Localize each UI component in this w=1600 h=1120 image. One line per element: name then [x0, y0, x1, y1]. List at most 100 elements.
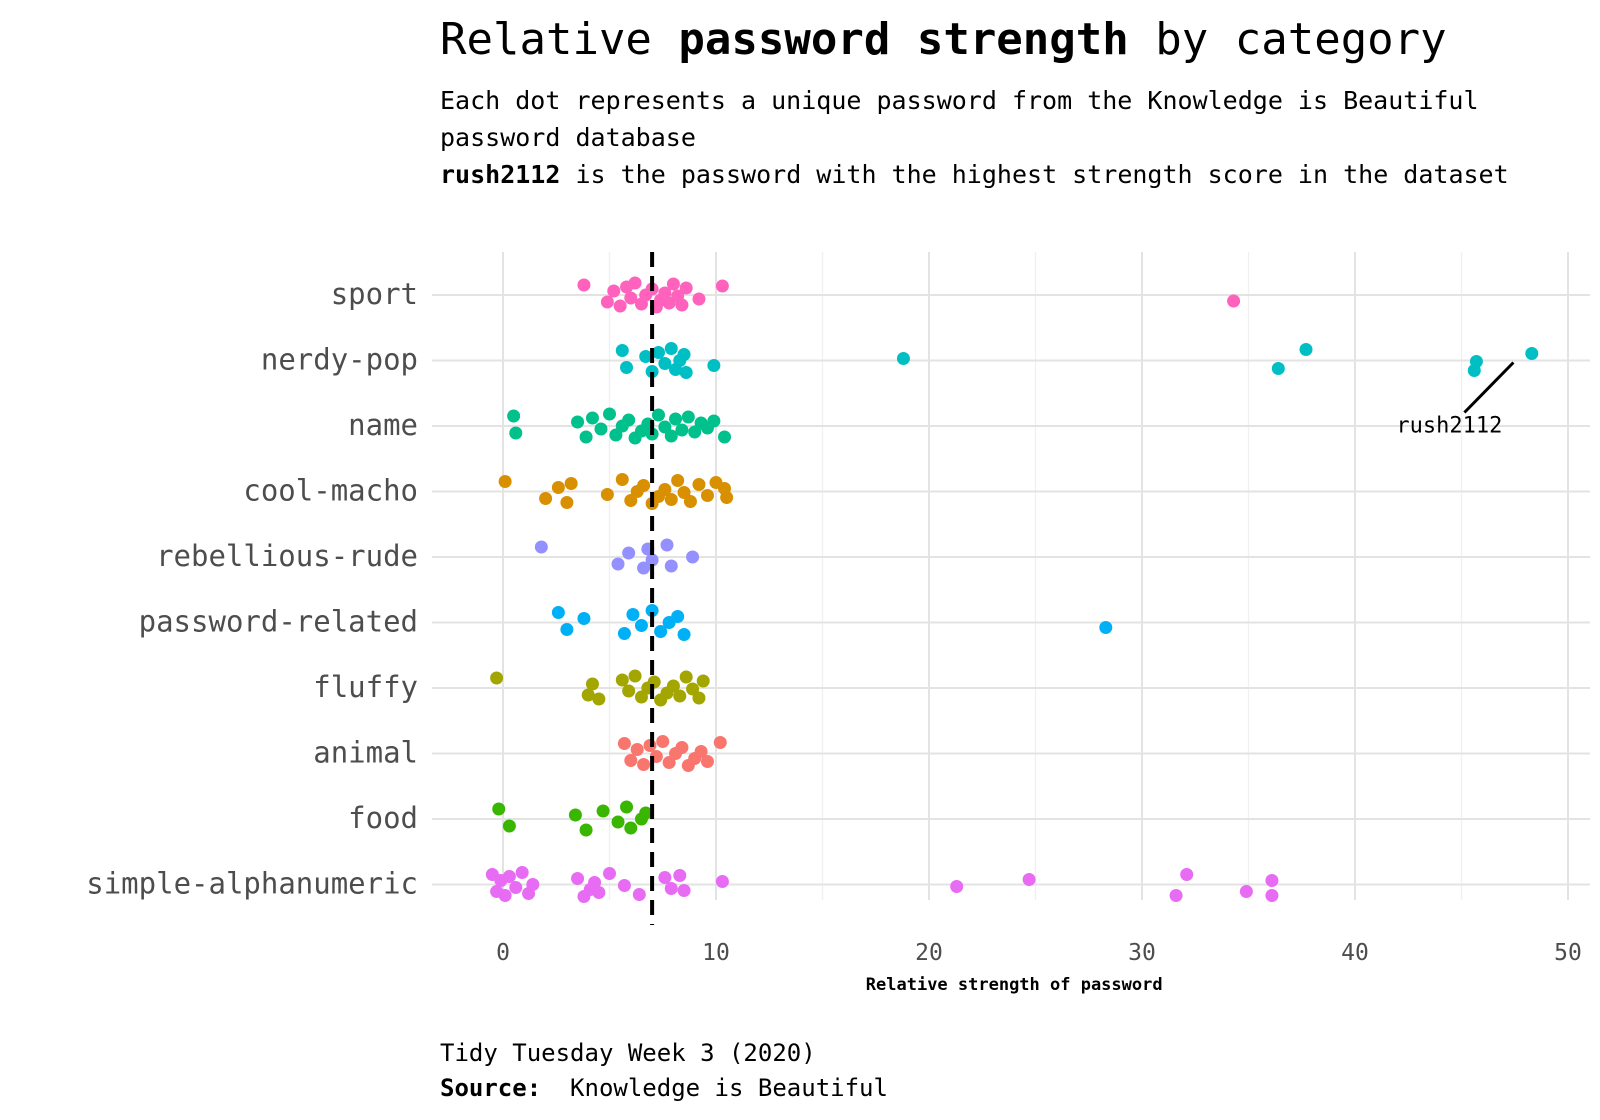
data-point	[490, 671, 504, 685]
data-point	[643, 739, 657, 752]
data-point	[615, 344, 629, 357]
x-tick-label: 50	[1554, 940, 1582, 966]
data-point	[666, 277, 680, 291]
data-point	[683, 495, 697, 508]
data-point	[1099, 621, 1113, 634]
data-point	[718, 482, 732, 495]
data-point	[718, 430, 732, 444]
x-tick-label: 10	[702, 940, 730, 966]
data-point	[624, 821, 638, 835]
data-point	[632, 888, 646, 901]
data-point	[1271, 362, 1285, 375]
data-point	[568, 808, 582, 822]
data-point	[1299, 343, 1313, 356]
data-point	[664, 493, 678, 506]
data-point	[637, 561, 651, 575]
data-point	[664, 429, 678, 443]
category-label: sport	[331, 277, 418, 311]
data-point	[607, 284, 621, 298]
data-point	[651, 408, 665, 422]
data-point	[551, 481, 565, 494]
chart-title: Relative password strength by category	[440, 14, 1447, 65]
data-point	[1239, 885, 1253, 898]
data-point	[600, 295, 614, 309]
category-labels: sport nerdy-pop name cool-macho rebellious-r…	[86, 277, 418, 901]
category-label: fluffy	[313, 670, 418, 704]
data-point	[675, 741, 689, 754]
data-point	[609, 428, 623, 442]
category-label: password-related	[139, 605, 418, 639]
data-point	[686, 682, 700, 696]
data-point	[950, 880, 964, 893]
data-point	[588, 876, 602, 889]
data-point	[662, 756, 676, 769]
data-point	[658, 286, 672, 300]
data-point	[539, 492, 553, 505]
data-point	[651, 346, 665, 359]
annotation-leader-line	[1463, 361, 1515, 414]
data-point	[509, 881, 523, 894]
data-point	[1525, 347, 1539, 360]
data-point	[603, 407, 616, 421]
title-pre: Relative	[440, 14, 679, 65]
data-point	[624, 494, 638, 507]
data-point	[626, 608, 640, 621]
data-point	[624, 291, 638, 305]
strip-plot: sport nerdy-pop name cool-macho rebellious-r…	[86, 252, 1590, 995]
data-point	[620, 361, 634, 374]
data-point	[658, 357, 672, 370]
data-point	[664, 342, 678, 355]
data-point	[679, 281, 693, 295]
data-point	[628, 276, 642, 290]
data-point	[585, 677, 599, 691]
data-point	[617, 879, 631, 892]
data-point	[622, 684, 636, 698]
data-point	[658, 420, 672, 434]
data-points	[485, 276, 1539, 903]
data-point	[694, 745, 708, 758]
annotation-label: rush2112	[1396, 414, 1502, 439]
data-point	[666, 679, 680, 693]
data-point	[617, 737, 631, 750]
data-point	[564, 477, 578, 490]
data-point	[581, 688, 595, 702]
data-point	[622, 413, 636, 427]
x-tick-label: 30	[1128, 940, 1156, 966]
data-point	[617, 627, 631, 640]
chart-subtitle: Each dot represents a unique password fr…	[440, 82, 1560, 193]
data-point	[658, 871, 672, 884]
grid-lines	[432, 252, 1590, 900]
data-point	[673, 689, 687, 703]
data-point	[560, 496, 574, 509]
data-point	[664, 882, 678, 895]
category-label: cool-macho	[243, 474, 418, 508]
x-tick-label: 20	[915, 940, 943, 966]
data-point	[656, 735, 670, 748]
data-point	[645, 365, 659, 378]
data-point	[686, 550, 700, 564]
data-point	[637, 479, 651, 492]
title-bold: password strength	[678, 14, 1129, 65]
data-point	[1227, 294, 1241, 308]
caption-source-label: Source:	[440, 1074, 542, 1102]
data-point	[677, 348, 691, 361]
data-point	[502, 819, 516, 833]
data-point	[713, 736, 727, 749]
data-point	[675, 423, 689, 437]
subtitle-line-1: Each dot represents a unique password fr…	[440, 86, 1479, 152]
data-point	[594, 422, 608, 436]
data-point	[692, 691, 706, 705]
caption-line-2: Source: Knowledge is Beautiful	[440, 1071, 888, 1106]
data-point	[1467, 364, 1481, 377]
data-point	[571, 872, 585, 885]
data-point	[577, 278, 591, 292]
data-point	[585, 411, 599, 425]
data-point	[577, 612, 591, 625]
data-point	[692, 292, 706, 306]
data-point	[679, 366, 693, 379]
category-label: food	[348, 801, 418, 835]
data-point	[896, 352, 910, 365]
data-point	[498, 475, 512, 488]
data-point	[615, 473, 629, 486]
data-point	[1169, 889, 1183, 902]
